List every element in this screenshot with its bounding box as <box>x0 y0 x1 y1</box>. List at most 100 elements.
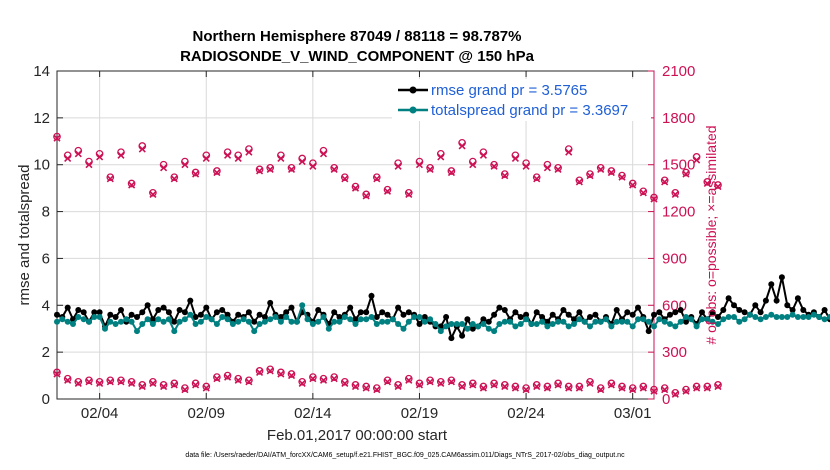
rmse-point <box>198 312 204 318</box>
x-axis-label: Feb.01,2017 00:00:00 start <box>267 427 448 444</box>
totalspread-point <box>395 321 401 327</box>
totalspread-point <box>576 316 582 322</box>
totalspread-point <box>273 314 279 320</box>
totalspread-point <box>257 321 263 327</box>
y-tick-label-right: 900 <box>662 250 687 267</box>
totalspread-point <box>422 319 428 325</box>
totalspread-point <box>209 316 215 322</box>
rmse-point <box>656 309 662 315</box>
totalspread-point <box>795 314 801 320</box>
rmse-point <box>630 312 636 318</box>
y-tick-label-right: 0 <box>662 391 670 408</box>
totalspread-point <box>747 312 753 318</box>
y-tick-label-right: 2100 <box>662 63 695 80</box>
rmse-point <box>464 316 470 322</box>
totalspread-point <box>145 316 151 322</box>
totalspread-point <box>656 316 662 322</box>
rmse-point <box>502 307 508 313</box>
totalspread-point <box>822 316 828 322</box>
totalspread-point <box>433 321 439 327</box>
totalspread-point <box>646 319 652 325</box>
rmse-point <box>736 307 742 313</box>
totalspread-point <box>241 316 247 322</box>
totalspread-point <box>800 314 806 320</box>
y-tick-label-left: 14 <box>33 63 50 80</box>
totalspread-point <box>640 316 646 322</box>
rmse-point <box>203 305 209 311</box>
rmse-point <box>491 312 497 318</box>
totalspread-point <box>816 314 822 320</box>
rmse-point <box>417 321 423 327</box>
rmse-point <box>624 309 630 315</box>
rmse-point <box>795 295 801 301</box>
totalspread-point <box>171 328 177 334</box>
rmse-point <box>534 309 540 315</box>
rmse-point <box>81 309 87 315</box>
y-tick-label-right: 300 <box>662 344 687 361</box>
rmse-point <box>65 305 71 311</box>
y-tick-label-right: 1200 <box>662 204 695 221</box>
totalspread-point <box>518 321 524 327</box>
totalspread-point <box>560 319 566 325</box>
x-tick-label: 02/09 <box>187 405 225 422</box>
totalspread-point <box>187 312 193 318</box>
totalspread-point <box>214 321 220 327</box>
rmse-point <box>635 305 641 311</box>
totalspread-point <box>305 316 311 322</box>
rmse-point <box>145 302 151 308</box>
rmse-point <box>214 309 220 315</box>
totalspread-point <box>337 319 343 325</box>
totalspread-point <box>385 319 391 325</box>
totalspread-point <box>155 316 161 322</box>
x-tick-label: 02/14 <box>294 405 332 422</box>
rmse-point <box>822 307 828 313</box>
totalspread-point <box>315 319 321 325</box>
totalspread-point <box>81 316 87 322</box>
rmse-point <box>587 314 593 320</box>
rmse-point <box>406 309 412 315</box>
totalspread-point <box>193 321 199 327</box>
x-tick-label: 03/01 <box>614 405 652 422</box>
totalspread-point <box>267 316 273 322</box>
totalspread-point <box>726 314 732 320</box>
rmse-point <box>187 298 193 304</box>
totalspread-point <box>379 319 385 325</box>
totalspread-point <box>139 321 145 327</box>
rmse-point <box>289 305 295 311</box>
rmse-point <box>385 312 391 318</box>
totalspread-point <box>811 312 817 318</box>
totalspread-point <box>672 323 678 329</box>
totalspread-point <box>283 314 289 320</box>
rmse-point <box>257 312 263 318</box>
totalspread-point <box>358 316 364 322</box>
rmse-point <box>134 314 140 320</box>
rmse-point <box>592 312 598 318</box>
chart-subtitle: RADIOSONDE_V_WIND_COMPONENT @ 150 hPa <box>180 48 535 65</box>
totalspread-point <box>251 328 257 334</box>
totalspread-point <box>475 323 481 329</box>
rmse-point <box>219 307 225 313</box>
totalspread-point <box>363 316 369 322</box>
legend-rmse-marker <box>410 87 417 94</box>
rmse-point <box>246 309 252 315</box>
rmse-point <box>331 309 337 315</box>
totalspread-point <box>619 319 625 325</box>
y-tick-label-left: 10 <box>33 157 50 174</box>
totalspread-point <box>464 326 470 332</box>
rmse-point <box>448 335 454 341</box>
totalspread-point <box>219 314 225 320</box>
totalspread-point <box>427 316 433 322</box>
totalspread-point <box>182 316 188 322</box>
totalspread-point <box>113 321 119 327</box>
rmse-point <box>401 312 407 318</box>
totalspread-point <box>262 319 268 325</box>
totalspread-point <box>571 321 577 327</box>
totalspread-point <box>630 323 636 329</box>
totalspread-point <box>683 314 689 320</box>
rmse-point <box>550 312 556 318</box>
rmse-point <box>800 307 806 313</box>
rmse-point <box>182 309 188 315</box>
rmse-point <box>486 319 492 325</box>
totalspread-point <box>582 319 588 325</box>
totalspread-point <box>491 328 497 334</box>
